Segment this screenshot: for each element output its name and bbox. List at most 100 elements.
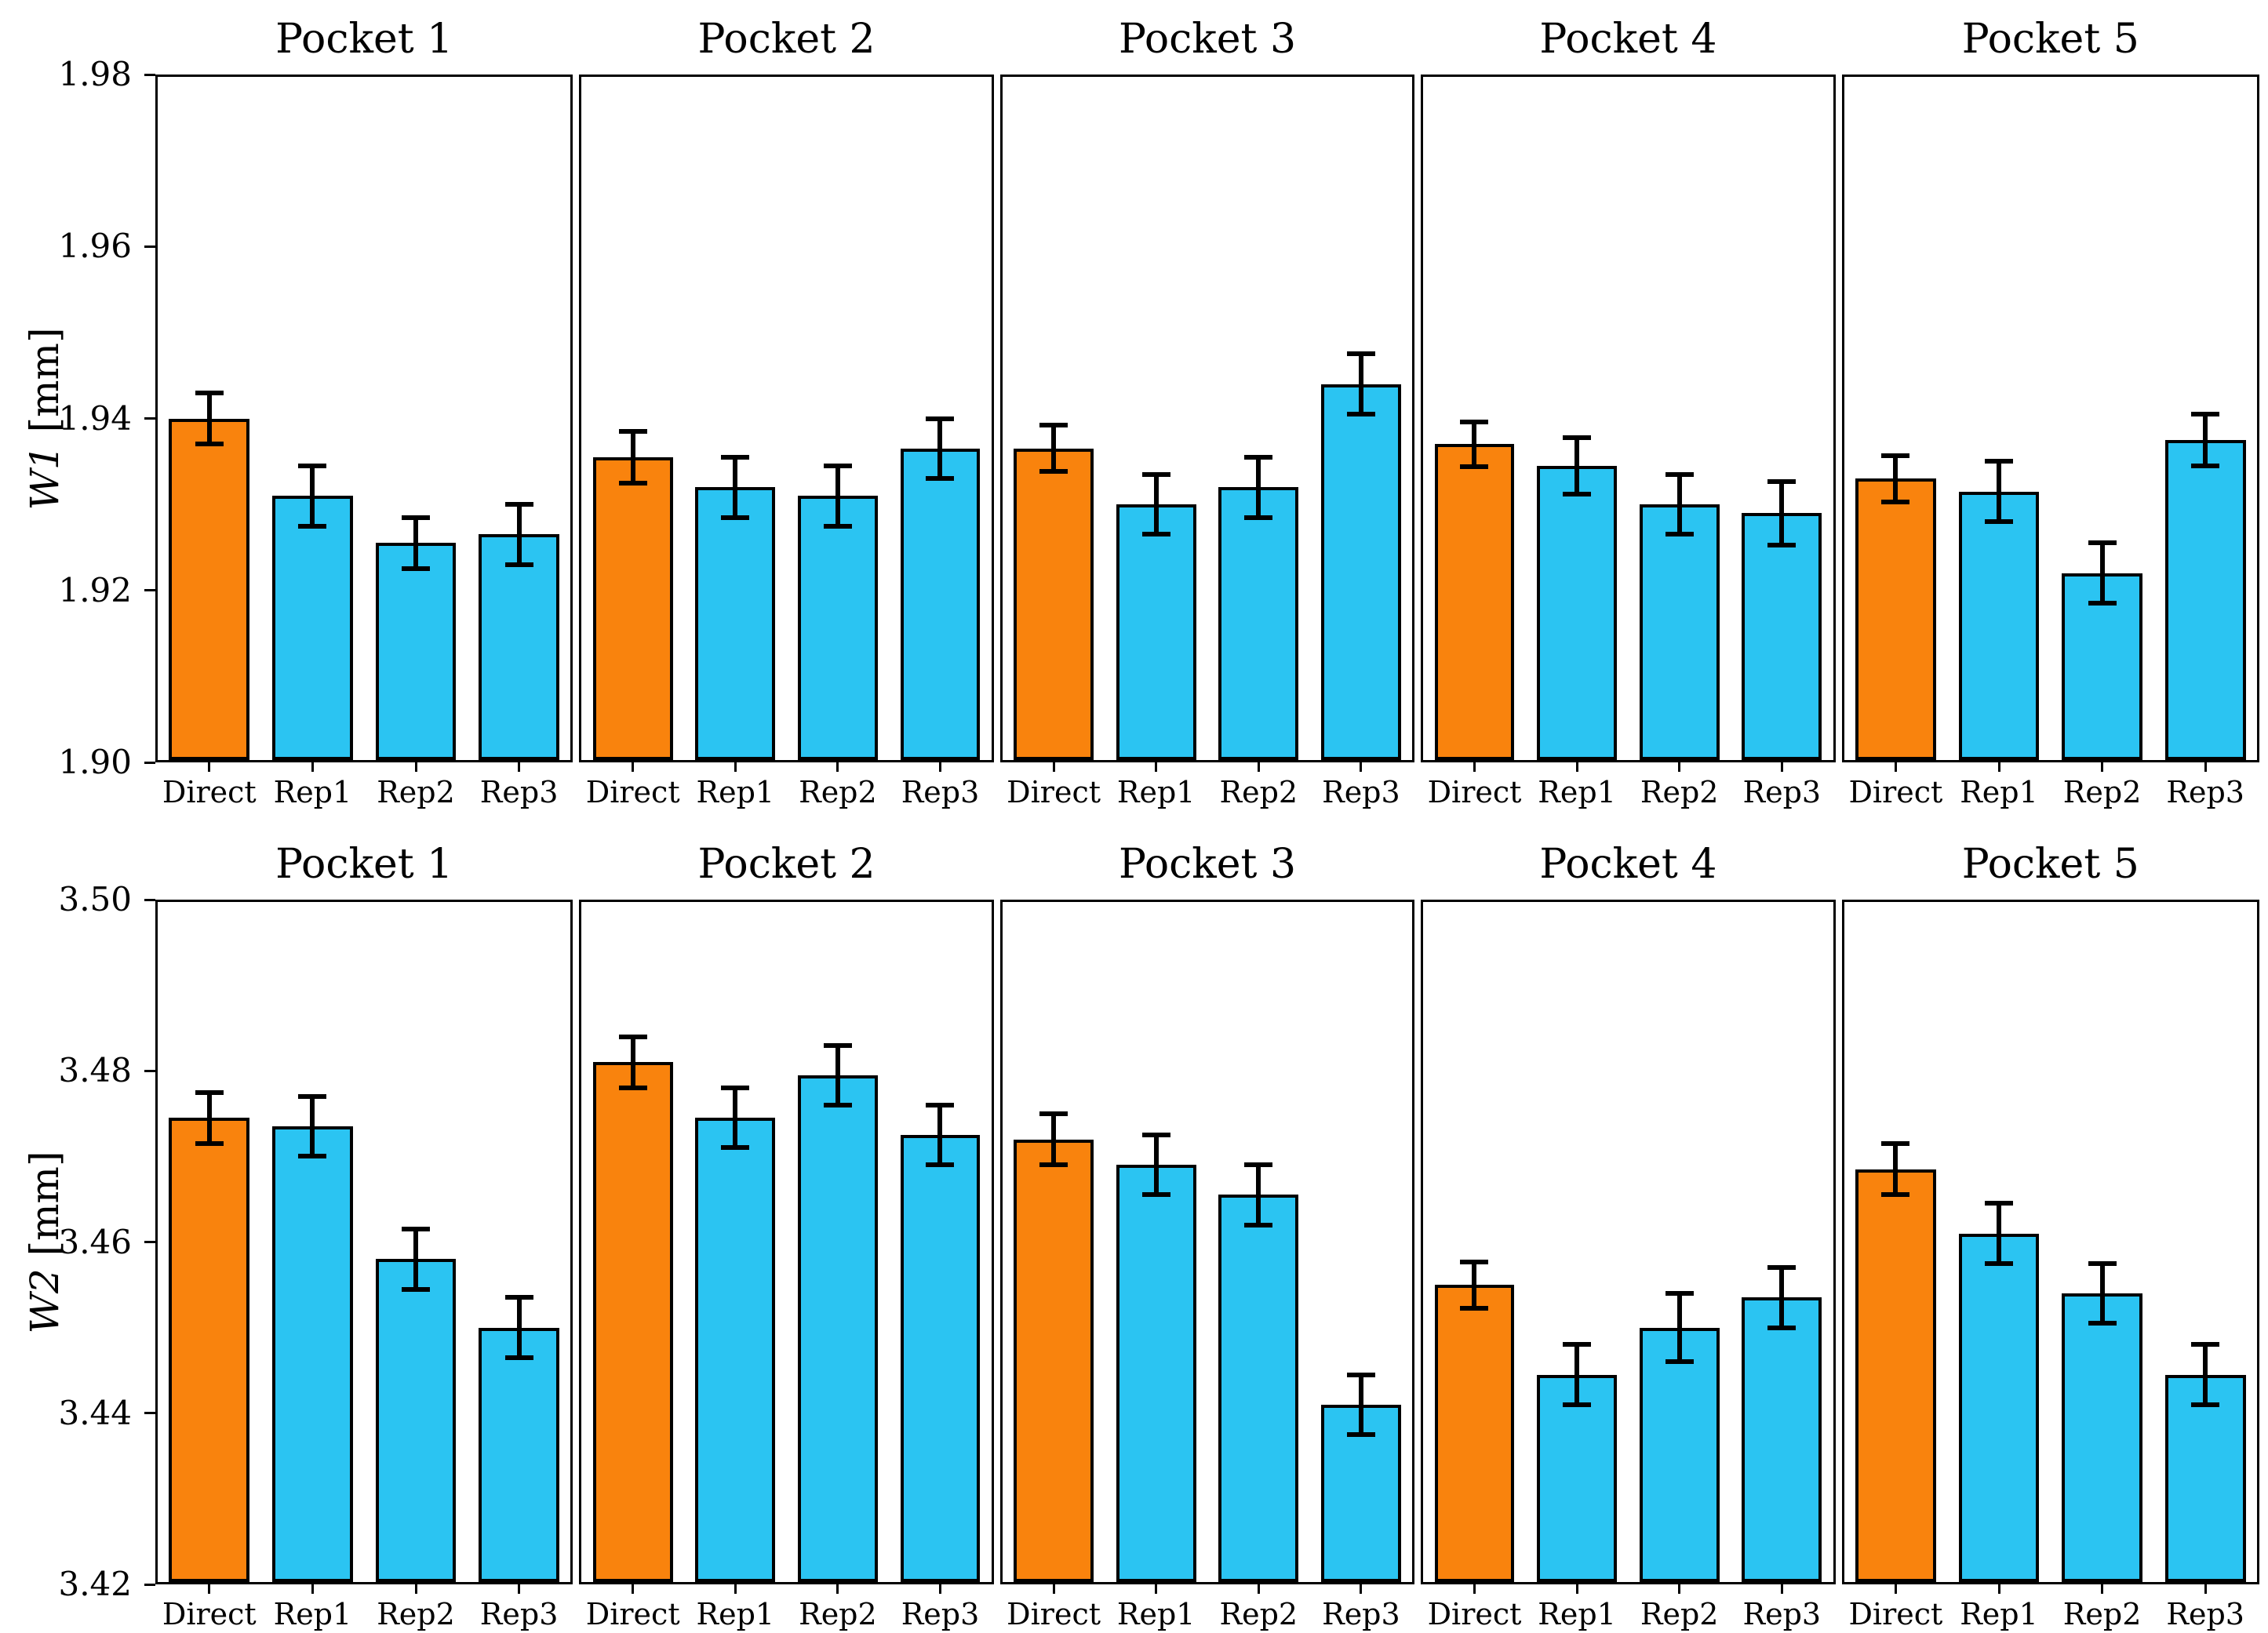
row-w2-ytick: [144, 1412, 155, 1415]
row-w2-pocket-1-errorbar-cap-top-rep3: [504, 1295, 533, 1300]
row-w1-pocket-5-panel: [1841, 75, 2259, 762]
row-w1-pocket-3-errorbar-cap-bottom-rep2: [1244, 515, 1273, 520]
row-w2-pocket-5-errorbar-stem-rep3: [2203, 1344, 2208, 1405]
row-w1-pocket-2-bar-rep2: [797, 496, 878, 760]
row-w1-pocket-1-errorbar-stem-rep2: [413, 517, 418, 569]
row-w1-pocket-3-errorbar-cap-bottom-rep3: [1346, 412, 1375, 417]
row-w1-pocket-3-bar-rep3: [1320, 384, 1401, 760]
row-w2-pocket-3-xtick-rep2: [1257, 1584, 1260, 1594]
row-w1-pocket-2-xtick-rep2: [836, 762, 839, 772]
row-w2-pocket-3-xtick-rep3: [1360, 1584, 1363, 1594]
row-w1-pocket-2-errorbar-cap-bottom-rep1: [721, 515, 750, 520]
row-w2-pocket-4-errorbar-cap-top-rep2: [1665, 1290, 1694, 1296]
row-w1-pocket-4-bar-rep1: [1537, 465, 1617, 760]
row-w1-pocket-2-xtick-direct: [632, 762, 635, 772]
row-w1-pocket-2-errorbar-cap-bottom-rep2: [823, 523, 852, 529]
y-axis-label-symbol: W2: [22, 1267, 67, 1333]
row-w1-pocket-3-errorbar-cap-bottom-direct: [1039, 469, 1068, 475]
row-w1-pocket-2-bar-direct: [592, 456, 673, 760]
row-w1-pocket-3-panel: [999, 75, 1415, 762]
row-w2-pocket-2-errorbar-stem-rep1: [733, 1088, 738, 1148]
row-w1-pocket-2-errorbar-cap-top-rep1: [721, 454, 750, 460]
row-w1-pocket-4-panel: [1421, 75, 1836, 762]
row-w1-pocket-1-xtick-rep2: [414, 762, 417, 772]
row-w2-pocket-4-errorbar-cap-bottom-rep1: [1563, 1402, 1592, 1407]
row-w1-pocket-5-xtick-label-direct: Direct: [1848, 775, 1943, 809]
row-w2-pocket-3-bar-direct: [1014, 1139, 1094, 1582]
row-w1-pocket-3-errorbar-stem-rep1: [1153, 474, 1159, 535]
row-w1-pocket-1-errorbar-cap-bottom-rep2: [402, 566, 430, 572]
row-w2-pocket-2-errorbar-cap-bottom-rep1: [721, 1145, 750, 1151]
row-w1-pocket-3-errorbar-cap-top-rep3: [1346, 351, 1375, 357]
row-w1-pocket-1-errorbar-cap-top-direct: [195, 390, 224, 395]
row-w1-pocket-4-bar-direct: [1434, 444, 1515, 760]
row-w2-pocket-4-errorbar-cap-top-rep3: [1767, 1265, 1797, 1271]
row-w1-pocket-3-xtick-direct: [1052, 762, 1055, 772]
row-w2-pocket-1-xtick-label-rep2: Rep2: [377, 1597, 455, 1631]
row-w1-pocket-2-errorbar-stem-rep3: [937, 418, 943, 479]
row-w2-pocket-3-xtick-direct: [1052, 1584, 1055, 1594]
row-w2-pocket-5-bar-rep3: [2164, 1374, 2246, 1582]
row-w1-pocket-1-bar-rep1: [272, 496, 353, 760]
row-w2-pocket-2-errorbar-cap-top-direct: [618, 1034, 647, 1039]
row-w1-pocket-5-errorbar-stem-rep2: [2099, 543, 2105, 604]
row-w2-pocket-1-errorbar-cap-top-rep1: [298, 1093, 327, 1099]
row-w1-pocket-2-errorbar-cap-top-rep3: [926, 416, 955, 421]
row-w2-pocket-1-bar-rep3: [479, 1327, 559, 1582]
row-w2-pocket-2-title: Pocket 2: [697, 841, 876, 888]
row-w1-pocket-3-bar-direct: [1014, 448, 1094, 760]
row-w1-pocket-2-title: Pocket 2: [697, 16, 876, 63]
row-w2-pocket-4-xtick-label-rep2: Rep2: [1640, 1597, 1719, 1631]
row-w1-pocket-3-xtick-label-rep1: Rep1: [1116, 775, 1196, 809]
row-w2-pocket-5-errorbar-cap-top-rep2: [2088, 1260, 2117, 1266]
row-w2-pocket-1-errorbar-cap-bottom-rep2: [402, 1286, 430, 1292]
row-w2-pocket-2-errorbar-stem-rep2: [835, 1045, 840, 1105]
row-w2-pocket-3-errorbar-stem-rep1: [1153, 1135, 1159, 1195]
row-w2-pocket-2-xtick-label-rep2: Rep2: [799, 1597, 877, 1631]
row-w2-pocket-4-panel: [1421, 900, 1836, 1584]
row-w2-ytick: [144, 1069, 155, 1072]
row-w1-ytick-label: 1.94: [58, 398, 132, 438]
row-w2-pocket-3-xtick-label-rep2: Rep2: [1219, 1597, 1298, 1631]
row-w2-pocket-5-xtick-direct: [1894, 1584, 1897, 1594]
row-w1-pocket-1-xtick-label-rep2: Rep2: [377, 775, 455, 809]
row-w2-pocket-1-errorbar-cap-bottom-rep3: [504, 1355, 533, 1360]
row-w2-pocket-1-xtick-rep2: [414, 1584, 417, 1594]
row-w1-pocket-5-xtick-rep1: [1997, 762, 2000, 772]
row-w1-pocket-1-bar-rep3: [479, 534, 559, 760]
row-w1-pocket-2-errorbar-cap-bottom-rep3: [926, 476, 955, 482]
row-w2-pocket-3-xtick-label-rep3: Rep3: [1322, 1597, 1400, 1631]
row-w2-pocket-4-xtick-rep3: [1780, 1584, 1783, 1594]
row-w2-pocket-2-errorbar-cap-top-rep1: [721, 1086, 750, 1091]
row-w1-pocket-2-bar-rep3: [900, 448, 981, 760]
row-w1-pocket-4-xtick-rep3: [1780, 762, 1783, 772]
row-w2-pocket-5-title: Pocket 5: [1961, 841, 2139, 888]
row-w2-pocket-4-bar-rep1: [1537, 1374, 1617, 1582]
row-w1-pocket-3-errorbar-cap-bottom-rep1: [1141, 532, 1170, 537]
row-w2-pocket-4-xtick-label-rep1: Rep1: [1538, 1597, 1616, 1631]
row-w2-pocket-3-errorbar-cap-bottom-rep2: [1244, 1222, 1273, 1227]
row-w2-pocket-5-xtick-label-rep3: Rep3: [2166, 1597, 2244, 1631]
row-w1-pocket-3-errorbar-stem-rep2: [1256, 456, 1261, 518]
row-w2-pocket-1-errorbar-stem-rep3: [516, 1297, 522, 1358]
row-w2-ytick-label: 3.48: [58, 1051, 132, 1090]
y-axis-label-symbol: W1: [22, 444, 67, 510]
row-w2-pocket-5-panel: [1841, 900, 2259, 1584]
row-w1-pocket-2-xtick-label-direct: Direct: [585, 775, 680, 809]
row-w1-pocket-3-bar-rep1: [1116, 504, 1196, 760]
row-w2-ytick: [144, 1583, 155, 1586]
row-w2-pocket-1-xtick-label-direct: Direct: [162, 1597, 257, 1631]
row-w1-pocket-4-xtick-rep1: [1575, 762, 1578, 772]
row-w1-pocket-4-errorbar-cap-top-rep3: [1767, 478, 1797, 484]
row-w1-pocket-2-errorbar-cap-top-direct: [618, 428, 647, 434]
row-w2-pocket-5-xtick-rep2: [2101, 1584, 2104, 1594]
row-w2-pocket-3-bar-rep1: [1116, 1165, 1196, 1582]
row-w2-pocket-1-xtick-rep1: [311, 1584, 314, 1594]
row-w1-pocket-5-xtick-label-rep2: Rep2: [2062, 775, 2142, 809]
row-w1-pocket-3-xtick-rep2: [1257, 762, 1260, 772]
row-w2-pocket-3-errorbar-cap-bottom-rep3: [1346, 1432, 1375, 1438]
row-w1-pocket-3-errorbar-cap-top-rep1: [1141, 471, 1170, 477]
row-w2-pocket-4-xtick-rep1: [1575, 1584, 1578, 1594]
row-w1-pocket-4-errorbar-cap-bottom-direct: [1460, 464, 1489, 469]
